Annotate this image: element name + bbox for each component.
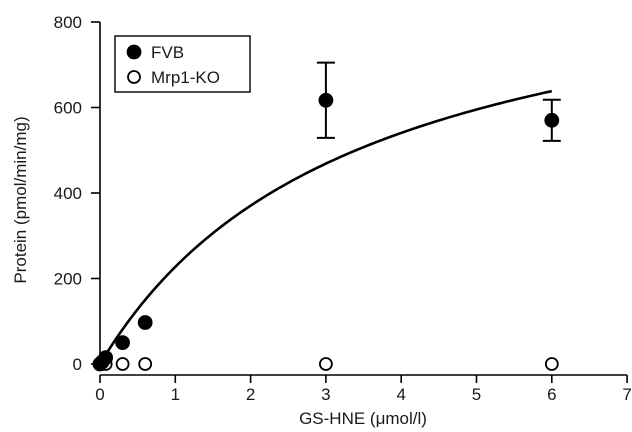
data-point-mrp1-ko	[115, 357, 130, 371]
legend-label-fvb: FVB	[151, 43, 184, 62]
data-marks	[92, 61, 561, 372]
data-point-mrp1-ko	[318, 357, 333, 371]
data-point-mrp1-ko	[544, 357, 559, 371]
data-point-fvb	[115, 335, 130, 351]
legend-marker-mrp1-ko	[127, 70, 141, 84]
x-tick-label: 6	[547, 385, 556, 404]
x-tick-label: 3	[321, 385, 330, 404]
legend: FVB Mrp1-KO	[114, 35, 251, 93]
y-ticks: 0 200 400 600 800	[54, 13, 100, 374]
y-tick-label: 600	[54, 99, 82, 118]
data-point-fvb	[98, 350, 114, 365]
data-point-mrp1-ko	[138, 357, 153, 371]
y-tick-label: 0	[73, 355, 82, 374]
y-tick-label: 400	[54, 184, 82, 203]
data-point-fvb	[544, 112, 560, 128]
y-axis-title: Protein (pmol/min/mg)	[11, 116, 30, 283]
x-ticks: 0 1 2 3 4 5 6 7	[95, 375, 632, 404]
x-tick-label: 4	[396, 385, 405, 404]
y-tick-label: 200	[54, 270, 82, 289]
legend-marker-fvb	[126, 44, 142, 60]
x-tick-label: 1	[171, 385, 180, 404]
x-axis-title: GS-HNE (μmol/l)	[299, 409, 427, 428]
data-point-fvb	[137, 315, 153, 330]
data-point-fvb	[318, 92, 334, 108]
x-tick-label: 0	[95, 385, 104, 404]
legend-label-mrp1-ko: Mrp1-KO	[151, 68, 220, 87]
x-tick-label: 7	[622, 385, 631, 404]
x-tick-label: 5	[472, 385, 481, 404]
fit-curve	[98, 89, 553, 365]
y-tick-label: 800	[54, 13, 82, 32]
x-tick-label: 2	[246, 385, 255, 404]
